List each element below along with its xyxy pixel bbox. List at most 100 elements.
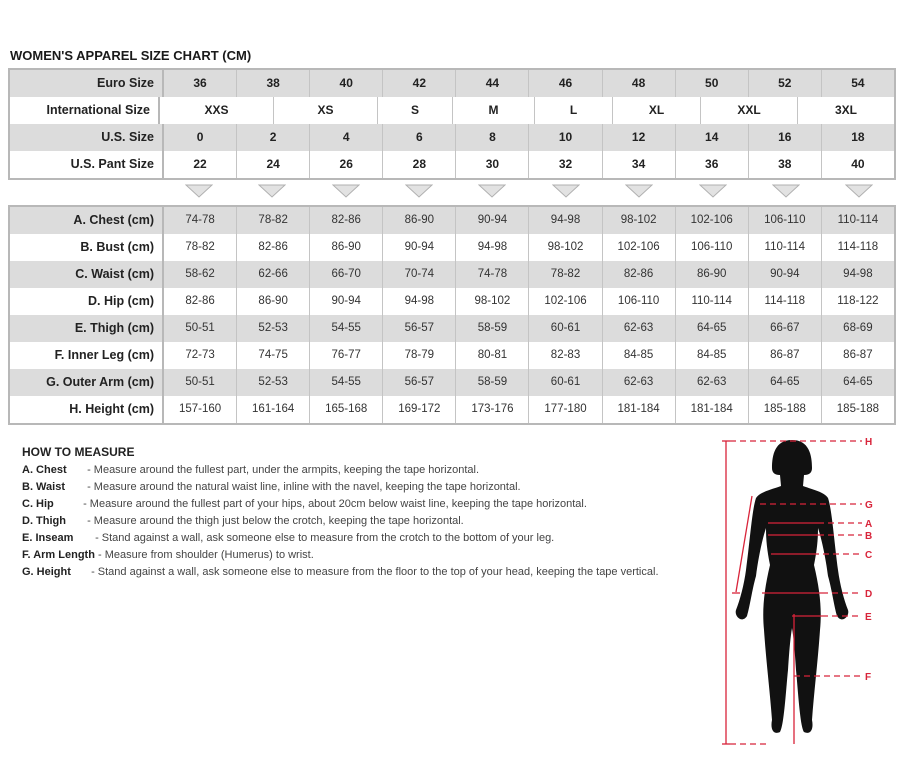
- measurement-cell: 185-188: [836, 403, 879, 415]
- row-label: G. Outer Arm (cm): [10, 369, 164, 396]
- measurement-table: A. Chest (cm) 74-78 78-82 82-86 86-90 90-94 94…: [8, 205, 896, 425]
- measurement-cell: 82-83: [529, 342, 603, 369]
- size-cell: 28: [383, 151, 457, 178]
- measurement-cell: 60-61: [529, 369, 603, 396]
- row-label: D. Hip (cm): [10, 288, 164, 315]
- measurement-cell: 52-53: [237, 369, 311, 396]
- size-cell: 26: [310, 151, 384, 178]
- measurement-cell: 70-74: [383, 261, 457, 288]
- size-cell: 0: [164, 124, 238, 151]
- size-cell: 16: [749, 124, 822, 151]
- measurement-row: D. Hip (cm) 82-86 86-90 90-94 94-98 98-102 102…: [10, 288, 894, 315]
- down-arrow-icon: [162, 184, 235, 198]
- marker-label: B: [865, 531, 872, 542]
- size-cell: 50: [676, 70, 749, 97]
- measure-item: A. Chest - Measure around the fullest pa…: [22, 462, 659, 479]
- measurement-row: H. Height (cm) 157-160 161-164 165-168 169-1…: [10, 396, 894, 423]
- row-label: International Size: [10, 97, 160, 124]
- row-label: U.S. Pant Size: [10, 151, 164, 178]
- marker-label: E: [865, 612, 872, 623]
- measurement-cell: 82-86: [603, 261, 676, 288]
- measurement-cell: 78-82: [529, 261, 603, 288]
- down-arrow-icon: [309, 184, 382, 198]
- size-cell: 32: [529, 151, 603, 178]
- measurement-row: C. Waist (cm) 58-62 62-66 66-70 70-74 74-78 78…: [10, 261, 894, 288]
- size-cell: 52: [749, 70, 822, 97]
- measurement-cell: 52-53: [237, 315, 311, 342]
- size-cell: 14: [676, 124, 749, 151]
- measurement-cell: 181-184: [676, 396, 749, 423]
- marker-label: D: [865, 589, 872, 600]
- size-cell: S: [378, 97, 453, 124]
- how-to-measure: HOW TO MEASURE A. Chest - Measure around…: [22, 445, 659, 581]
- measurement-cell: 86-90: [383, 207, 457, 234]
- measure-description: - Measure from shoulder (Humerus) to wri…: [98, 549, 314, 561]
- size-cell: 8: [456, 124, 530, 151]
- measurement-cell: 110-114: [749, 234, 822, 261]
- measurement-cell: 78-82: [164, 234, 238, 261]
- down-arrow-icon: [382, 184, 455, 198]
- marker-label: F: [865, 672, 871, 683]
- measurement-row: E. Thigh (cm) 50-51 52-53 54-55 56-57 58-59 60…: [10, 315, 894, 342]
- measurement-cell: 68-69: [843, 322, 873, 334]
- down-arrow-icon: [602, 184, 675, 198]
- measurement-cell: 98-102: [529, 234, 603, 261]
- size-cell: XS: [274, 97, 378, 124]
- row-label: F. Inner Leg (cm): [10, 342, 164, 369]
- measurement-row: G. Outer Arm (cm) 50-51 52-53 54-55 56-57 58-…: [10, 369, 894, 396]
- measure-description: - Stand against a wall, ask someone else…: [95, 532, 555, 544]
- marker-label: G: [865, 500, 873, 511]
- measurement-cell: 94-98: [843, 268, 873, 280]
- size-cell: 54: [851, 76, 865, 90]
- measurement-cell: 66-67: [749, 315, 822, 342]
- measurement-cell: 84-85: [676, 342, 749, 369]
- size-cell: 2: [237, 124, 311, 151]
- measurement-cell: 110-114: [676, 288, 749, 315]
- measurement-cell: 173-176: [456, 396, 530, 423]
- chart-title: WOMEN'S APPAREL SIZE CHART (CM): [10, 48, 252, 63]
- measure-item: G. Height - Stand against a wall, ask so…: [22, 564, 659, 581]
- measurement-cell: 90-94: [749, 261, 822, 288]
- measurement-cell: 56-57: [383, 369, 457, 396]
- measurement-cell: 94-98: [529, 207, 603, 234]
- size-cell: 40: [851, 157, 865, 171]
- size-cell: 3XL: [834, 103, 857, 117]
- size-cell: XXS: [160, 97, 274, 124]
- size-cell: 4: [310, 124, 384, 151]
- measurement-cell: 74-78: [456, 261, 530, 288]
- measurement-cell: 94-98: [456, 234, 530, 261]
- down-arrows: [162, 184, 896, 198]
- measurement-cell: 54-55: [310, 369, 384, 396]
- measurement-cell: 90-94: [383, 234, 457, 261]
- measurement-cell: 106-110: [676, 234, 749, 261]
- measure-item: B. Waist - Measure around the natural wa…: [22, 479, 659, 496]
- row-label: Euro Size: [10, 70, 164, 97]
- measurement-cell: 98-102: [603, 207, 676, 234]
- down-arrow-icon: [456, 184, 529, 198]
- measurement-cell: 86-90: [310, 234, 384, 261]
- measure-term: C. Hip: [22, 498, 54, 510]
- size-cell: XXL: [701, 97, 798, 124]
- measurement-cell: 86-87: [749, 342, 822, 369]
- size-cell: 44: [456, 70, 530, 97]
- measure-item: F. Arm Length - Measure from shoulder (H…: [22, 547, 659, 564]
- size-cell: 38: [749, 151, 822, 178]
- measurement-cell: 102-106: [676, 207, 749, 234]
- size-cell: 42: [383, 70, 457, 97]
- measure-description: - Measure around the natural waist line,…: [87, 481, 521, 493]
- measurement-cell: 72-73: [164, 342, 238, 369]
- size-cell: 10: [529, 124, 603, 151]
- measurement-cell: 62-63: [603, 369, 676, 396]
- size-cell: 36: [676, 151, 749, 178]
- row-label: E. Thigh (cm): [10, 315, 164, 342]
- row-label: C. Waist (cm): [10, 261, 164, 288]
- measurement-cell: 56-57: [383, 315, 457, 342]
- measurement-cell: 86-90: [237, 288, 311, 315]
- measure-term: A. Chest: [22, 464, 67, 476]
- how-to-measure-heading: HOW TO MEASURE: [22, 445, 135, 459]
- measurement-cell: 78-79: [383, 342, 457, 369]
- measurement-cell: 74-78: [164, 207, 238, 234]
- measure-term: E. Inseam: [22, 532, 74, 544]
- measurement-row: B. Bust (cm) 78-82 82-86 86-90 90-94 94-98 98-…: [10, 234, 894, 261]
- euro-size-row: Euro Size 36 38 40 42 44 46 48 50 52 54: [10, 70, 894, 97]
